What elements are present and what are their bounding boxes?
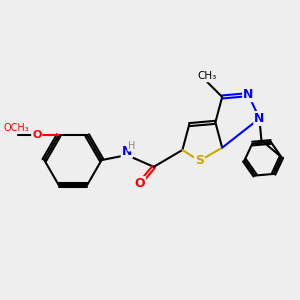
Text: S: S bbox=[195, 154, 204, 167]
Text: OCH₃: OCH₃ bbox=[4, 123, 29, 133]
Text: H: H bbox=[128, 141, 136, 151]
Text: O: O bbox=[134, 177, 145, 190]
Text: N: N bbox=[254, 112, 265, 125]
Text: N: N bbox=[243, 88, 254, 101]
Text: O: O bbox=[32, 130, 41, 140]
Text: N: N bbox=[122, 145, 132, 158]
Text: CH₃: CH₃ bbox=[197, 71, 216, 81]
